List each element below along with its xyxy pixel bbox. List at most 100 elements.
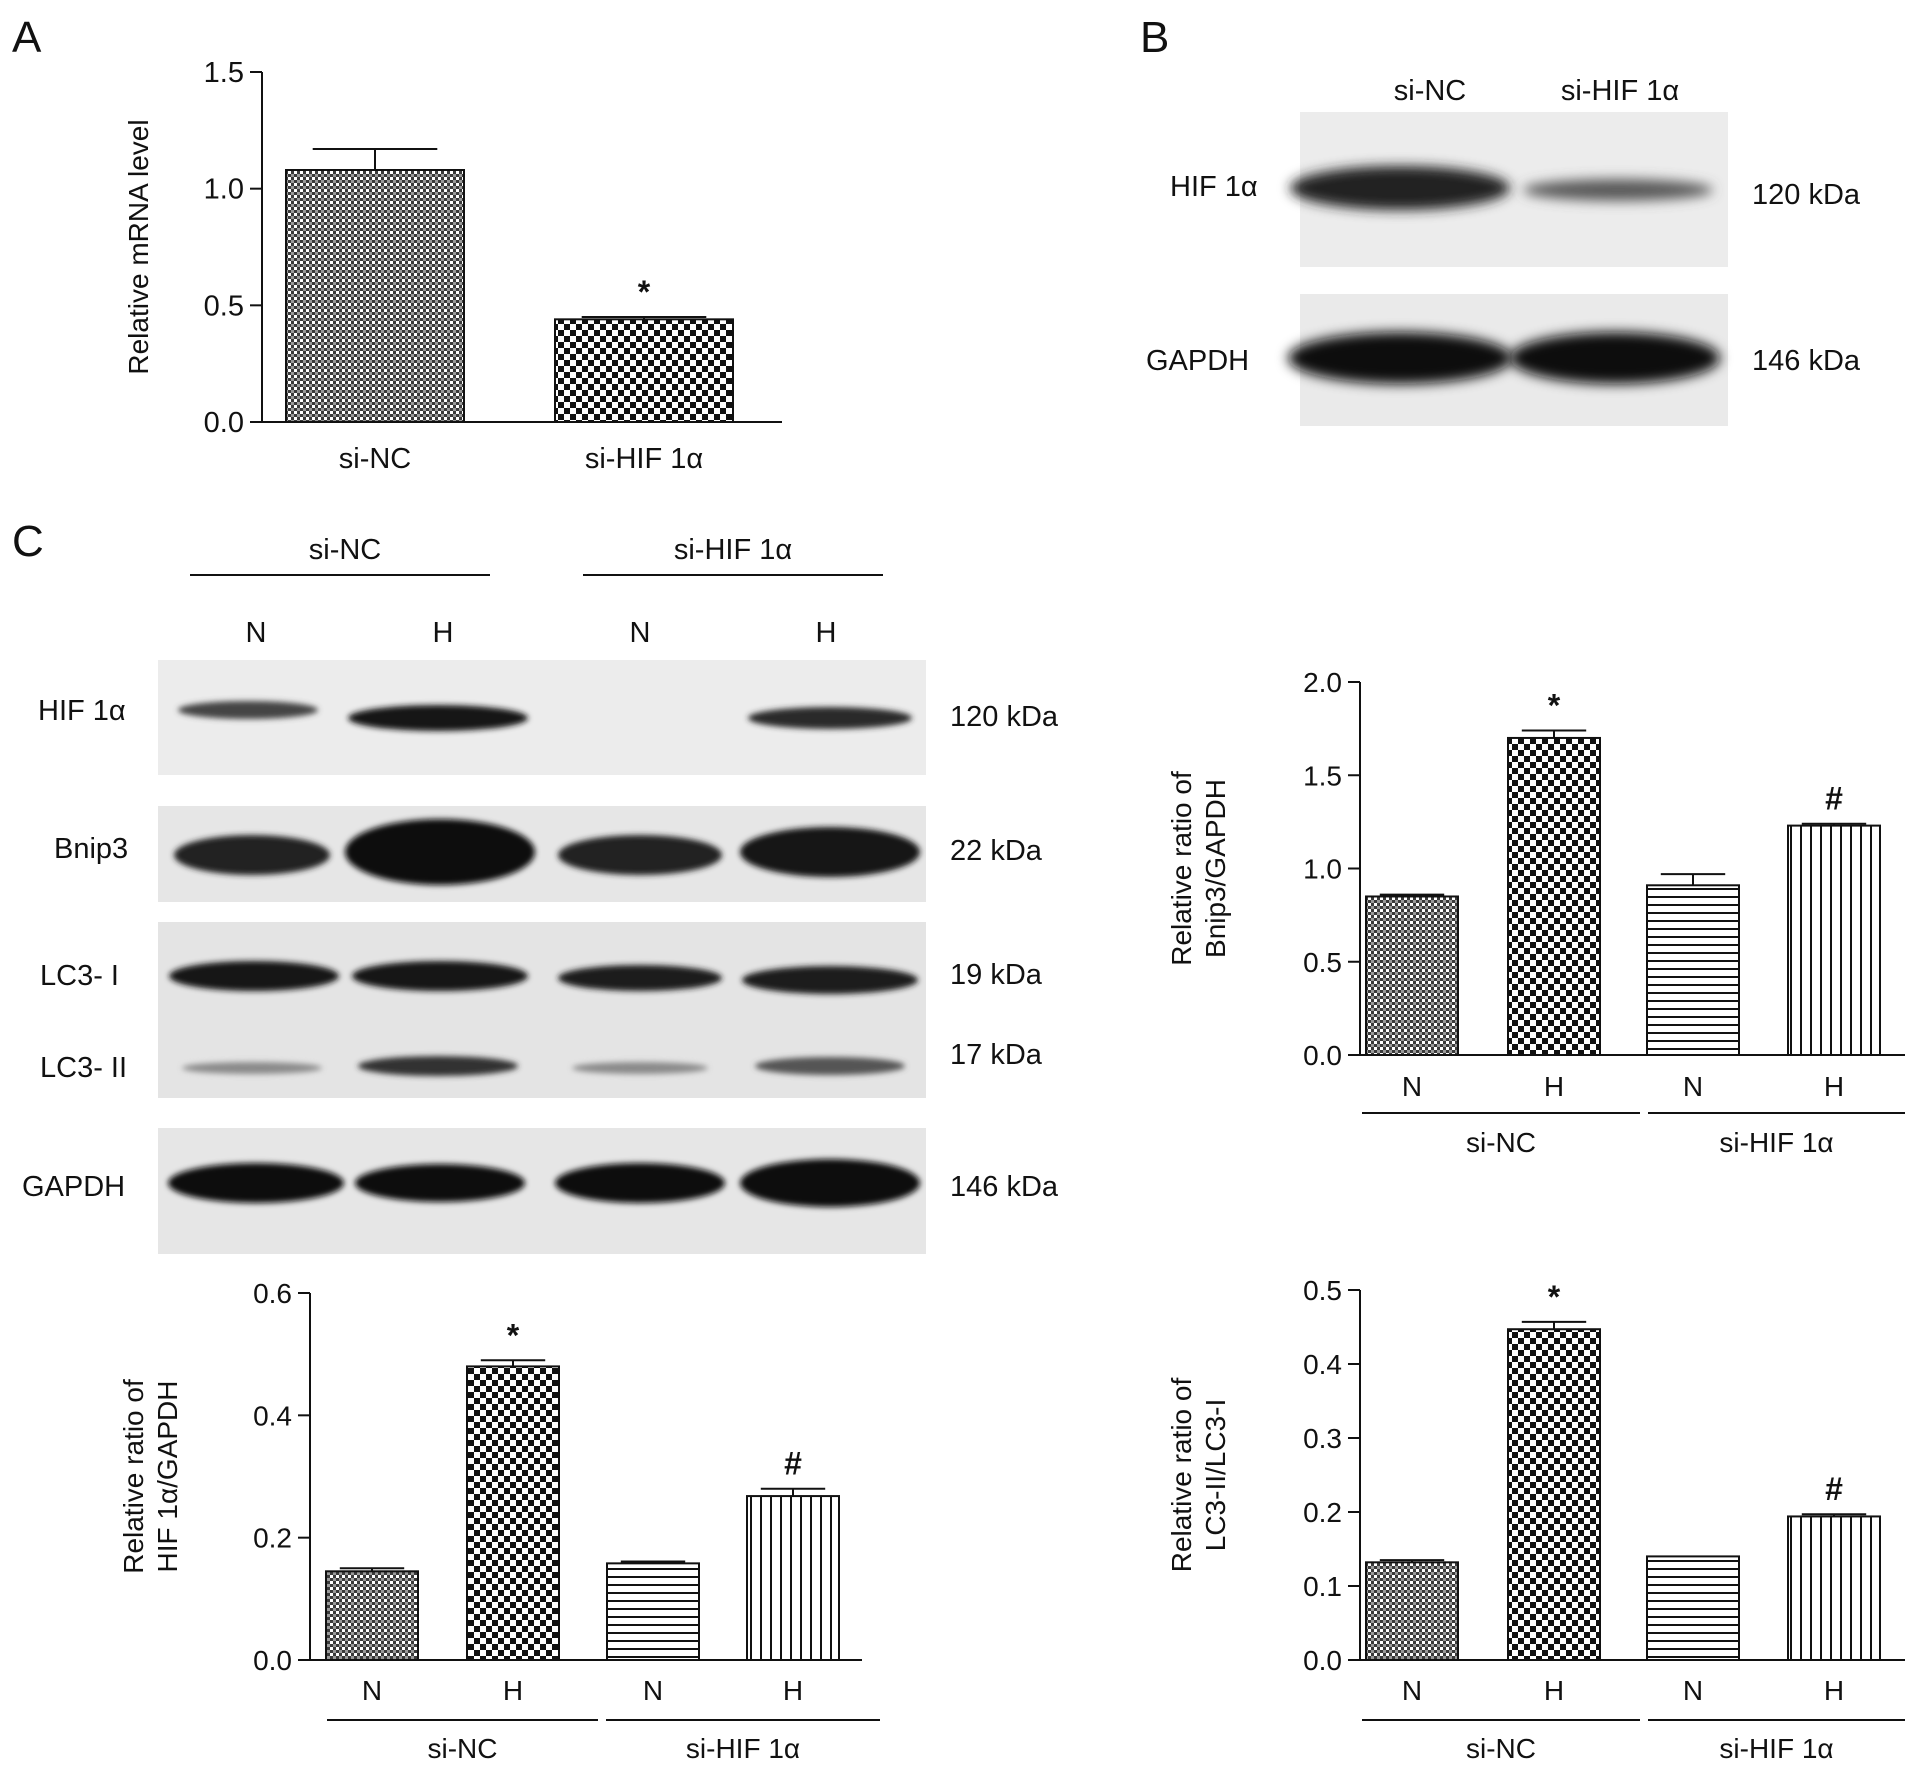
y-axis-label-line: Relative ratio of	[1166, 771, 1197, 966]
y-tick-label: 0.6	[253, 1278, 292, 1309]
y-tick-label: 0.0	[1303, 1645, 1342, 1676]
blot-band	[740, 1159, 920, 1207]
blot-band	[742, 966, 918, 994]
blot-c-kda-label: 120 kDa	[950, 701, 1059, 733]
blot-band	[572, 1062, 708, 1074]
bar	[466, 1365, 560, 1662]
chart-lc3-ratio: 0.0 0.1 0.2 0.3 0.4 0.5 Relative ratio ofLC3-I…	[1166, 1275, 1905, 1764]
chart-bnip3-gapdh-ratio: 0.0 0.5 1.0 1.5 2.0 Relative ratio ofBnip3/GA…	[1166, 667, 1905, 1158]
y-tick-label: 0.4	[1303, 1349, 1342, 1380]
blot-band	[755, 1057, 905, 1075]
bar	[746, 1495, 840, 1662]
y-tick-label: 0.1	[1303, 1571, 1342, 1602]
bar	[1365, 895, 1459, 1056]
group-label: si-NC	[428, 1733, 498, 1764]
x-category-label: H	[1824, 1675, 1844, 1706]
x-category-label: N	[1402, 1675, 1422, 1706]
y-axis-label: Relative ratio ofLC3-II/LC3-I	[1166, 1378, 1231, 1573]
y-tick-label: 1.0	[204, 174, 244, 206]
bar	[285, 169, 465, 423]
blot-band	[748, 707, 912, 729]
y-tick-label: 0.0	[253, 1645, 292, 1676]
blot-band	[348, 705, 528, 731]
blot-c-group-label: si-NC	[309, 534, 382, 566]
y-tick-label: 0.5	[1303, 947, 1342, 978]
blot-band	[182, 1062, 322, 1074]
blot-c-band-name: HIF 1α	[38, 695, 126, 727]
blot-b-kda-label: 146 kDa	[1752, 345, 1861, 377]
blot-band	[1510, 332, 1720, 384]
x-category-label: H	[1544, 1071, 1564, 1102]
blot-c-band-name: GAPDH	[22, 1171, 125, 1203]
y-axis-label-line: HIF 1α/GAPDH	[152, 1381, 183, 1573]
group-label: si-HIF 1α	[686, 1733, 800, 1764]
blot-panel-c: si-NC si-HIF 1α N H N H HIF 1α 120 kDa B…	[22, 534, 1059, 1254]
y-tick-label: 0.2	[1303, 1497, 1342, 1528]
blot-c-lane-label: N	[246, 617, 267, 649]
y-tick-label: 1.5	[1303, 760, 1342, 791]
chart-hif1a-gapdh-ratio: 0.0 0.2 0.4 0.6 Relative ratio ofHIF 1α/GAPD…	[118, 1278, 880, 1764]
y-tick-label: 0.0	[204, 407, 244, 439]
blot-band	[740, 827, 920, 877]
blot-c-group-label: si-HIF 1α	[674, 534, 792, 566]
group-label: si-NC	[1466, 1733, 1536, 1764]
blot-c-kda-label: 17 kDa	[950, 1039, 1043, 1071]
blot-band	[168, 1163, 344, 1203]
blot-band	[555, 1163, 725, 1203]
y-tick-label: 2.0	[1303, 667, 1342, 698]
x-category-label: si-NC	[339, 443, 412, 475]
blot-b-kda-label: 120 kDa	[1752, 179, 1861, 211]
significance-marker: #	[1825, 1471, 1843, 1507]
group-label: si-HIF 1α	[1719, 1733, 1833, 1764]
blot-band	[558, 965, 722, 991]
bar	[554, 318, 734, 424]
bar	[1787, 1515, 1881, 1661]
blot-b-lane-label: si-HIF 1α	[1561, 75, 1679, 107]
blot-band	[558, 835, 722, 875]
blot-b-band-name: GAPDH	[1146, 345, 1249, 377]
bar	[1646, 884, 1740, 1056]
x-category-label: N	[1683, 1675, 1703, 1706]
blot-c-band-name: Bnip3	[54, 833, 128, 865]
x-category-label: N	[1402, 1071, 1422, 1102]
blot-c-kda-label: 146 kDa	[950, 1171, 1059, 1203]
bar	[606, 1562, 700, 1662]
x-category-label: N	[643, 1675, 663, 1706]
y-tick-label: 0.2	[253, 1523, 292, 1554]
y-tick-label: 1.5	[204, 57, 244, 89]
blot-c-kda-label: 19 kDa	[950, 959, 1043, 991]
blot-band	[355, 1164, 525, 1202]
y-tick-label: 1.0	[1303, 854, 1342, 885]
blot-b-lane-label: si-NC	[1394, 75, 1467, 107]
y-axis-label: Relative ratio ofBnip3/GAPDH	[1166, 771, 1231, 966]
bar	[1507, 1328, 1601, 1661]
y-axis-label: Relative mRNA level	[123, 119, 154, 374]
blot-band	[352, 961, 528, 991]
blot-c-band-name: LC3- II	[40, 1052, 127, 1084]
y-tick-label: 0.5	[1303, 1275, 1342, 1306]
y-axis-label-line: Relative ratio of	[118, 1379, 149, 1574]
x-category-label: N	[362, 1675, 382, 1706]
y-tick-label: 0.0	[1303, 1040, 1342, 1071]
blot-c-lane-label: N	[630, 617, 651, 649]
significance-marker: #	[1825, 781, 1843, 817]
x-category-label: N	[1683, 1071, 1703, 1102]
bar	[1787, 824, 1881, 1056]
blot-band	[178, 701, 318, 719]
x-category-label: H	[503, 1675, 523, 1706]
blot-c-lane-label: H	[433, 617, 454, 649]
blot-b-band-name: HIF 1α	[1170, 171, 1258, 203]
y-tick-label: 0.4	[253, 1400, 292, 1431]
blot-band	[169, 961, 339, 991]
y-tick-label: 0.3	[1303, 1423, 1342, 1454]
chart-relative-mrna-level: 0.0 0.5 1.0 1.5 Relative mRNA level si-NC * si-…	[123, 57, 782, 475]
panel-letter-b: B	[1140, 13, 1169, 62]
bar	[325, 1570, 419, 1662]
significance-marker: *	[1548, 687, 1561, 723]
bar	[1365, 1561, 1459, 1661]
group-label: si-HIF 1α	[1719, 1127, 1833, 1158]
bar	[1507, 736, 1601, 1056]
significance-marker: *	[507, 1317, 520, 1353]
blot-band	[1290, 166, 1510, 210]
